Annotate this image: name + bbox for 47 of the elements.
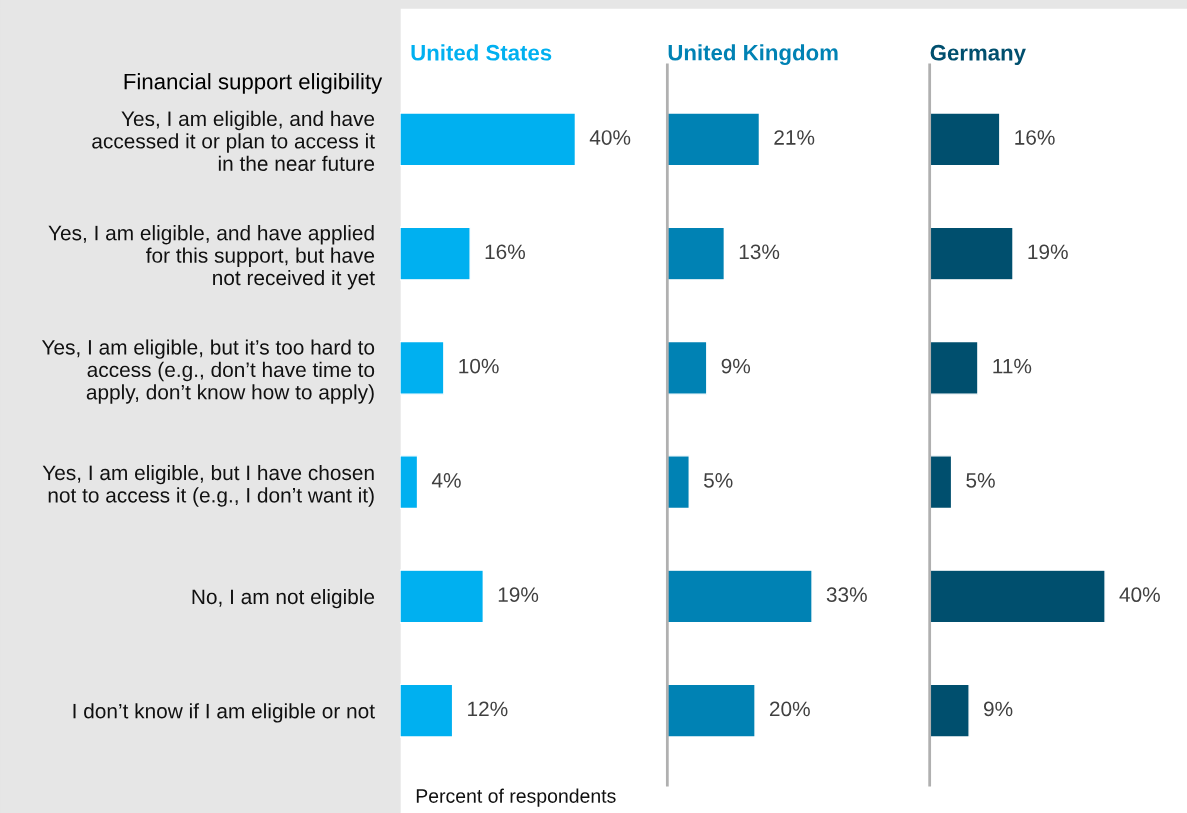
y-tick-label: Yes, I am eligible, but it’s too hard to access (e.g., don’t have time to apply, don’t know how to apply) <box>41 339 375 404</box>
data-label: 10% <box>459 358 499 374</box>
data-label: 21% <box>774 130 815 145</box>
data-label: 40% <box>589 130 631 145</box>
bar <box>667 569 813 624</box>
y-axis-title: Financial support eligibility <box>124 73 383 94</box>
data-label: 20% <box>769 701 810 717</box>
data-label: 12% <box>468 701 508 717</box>
data-label: 16% <box>1015 130 1055 145</box>
chart-title: Germany <box>930 44 1026 65</box>
data-label: 16% <box>485 244 526 260</box>
y-tick-label: Yes, I am eligible, and have applied for this support, but have not received it yet <box>48 225 375 290</box>
y-tick-label: No, I am not eligible <box>192 588 375 609</box>
bar <box>400 340 445 395</box>
data-label: 5% <box>966 473 995 488</box>
bar <box>929 340 979 395</box>
bar <box>400 226 471 281</box>
data-label: 19% <box>1028 244 1068 260</box>
chart-title: United Kingdom <box>668 44 838 65</box>
bar <box>400 569 485 624</box>
bar <box>667 683 756 738</box>
bar <box>667 226 726 281</box>
y-tick-label: Yes, I am eligible, and have accessed it or plan to access it in the near future <box>92 110 375 171</box>
data-label: 13% <box>739 244 780 260</box>
data-label: 11% <box>993 358 1032 374</box>
bar <box>929 455 953 510</box>
data-label: 33% <box>826 587 867 603</box>
data-label: 4% <box>431 473 461 488</box>
bar <box>400 455 419 510</box>
bar <box>400 112 577 167</box>
bar <box>667 340 708 395</box>
data-label: 40% <box>1119 587 1160 603</box>
data-label: 9% <box>721 358 751 374</box>
data-label: 5% <box>703 473 733 488</box>
bar <box>667 455 690 510</box>
bar <box>667 112 761 167</box>
bar <box>929 112 1001 167</box>
bar <box>929 683 970 738</box>
data-label: 9% <box>984 701 1013 717</box>
data-label: 19% <box>498 587 539 603</box>
bar <box>929 569 1106 624</box>
text: United States <box>411 44 552 61</box>
bar <box>400 683 454 738</box>
bar <box>929 226 1014 281</box>
x-axis-title: Percent of respondents <box>416 788 616 807</box>
y-tick-label: Yes, I am eligible, but I have chosen not to access it (e.g., I don’t want it) <box>42 464 374 507</box>
y-tick-label: I don’t know if I am eligible or not <box>73 703 375 723</box>
